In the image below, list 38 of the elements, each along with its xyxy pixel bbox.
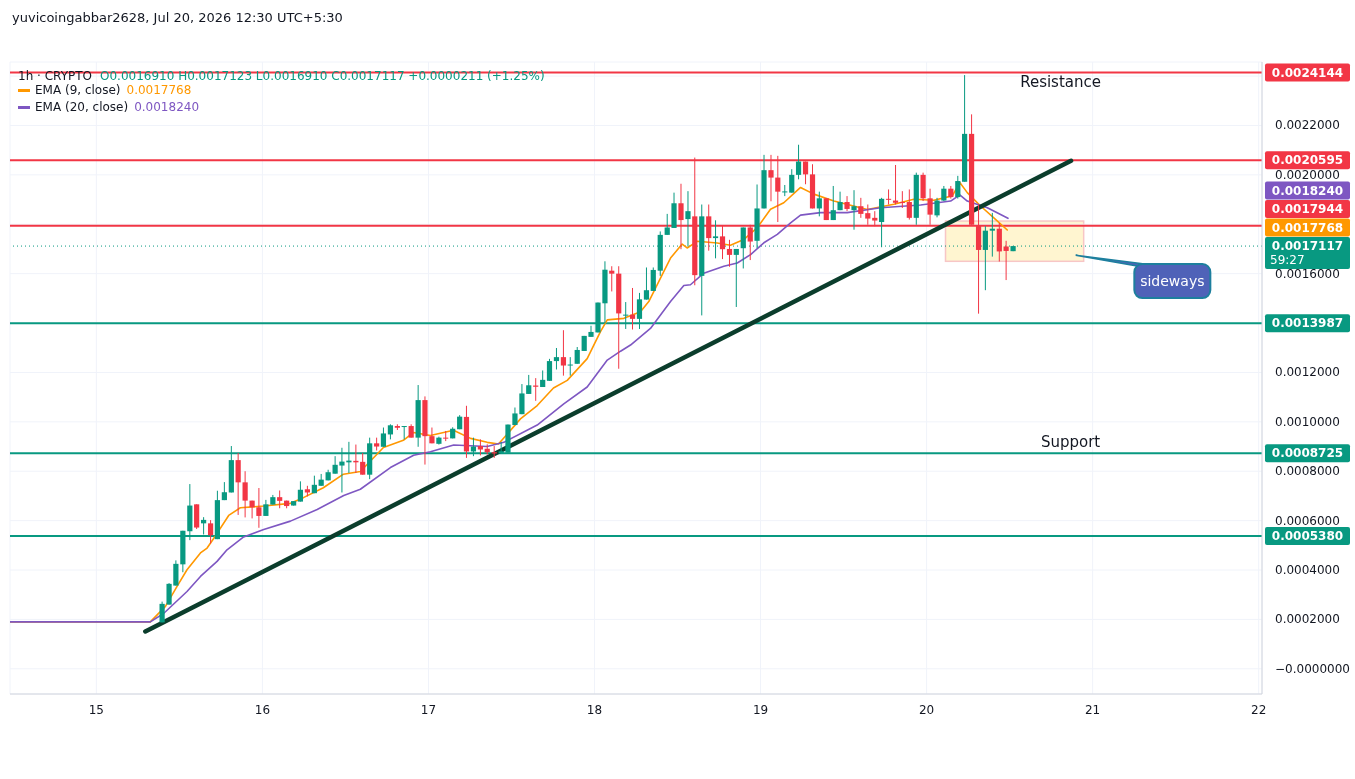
y-tick-label: 0.0002000: [1275, 612, 1340, 627]
y-tick-label: 0.0016000: [1275, 266, 1340, 281]
legend-label: EMA (9, close): [35, 82, 121, 99]
ref-line-label: 0.0008725: [1271, 446, 1344, 461]
y-tick-label: 0.0020000: [1275, 167, 1340, 182]
annotation: 0.0018240: [134, 99, 200, 116]
annotation: Resistance: [1020, 73, 1102, 92]
x-tick-label: 16: [254, 703, 271, 717]
text: 59:27: [1270, 253, 1305, 268]
y-tick-label: −0.0000000: [1275, 661, 1350, 676]
x-tick-label: 20: [918, 703, 935, 717]
x-tick-label: 15: [88, 703, 104, 717]
ref-line-label: 0.0005380: [1271, 528, 1344, 543]
x-tick-label: 18: [586, 703, 603, 717]
ref-line-label: 0.0017117: [1271, 239, 1344, 254]
text: 0.0018240: [1271, 183, 1344, 198]
y-tick-label: 0.0006000: [1275, 513, 1340, 528]
y-tick-label: 0.0004000: [1275, 563, 1340, 578]
x-tick-label: 17: [420, 703, 437, 717]
ref-line-label: 0.0024144: [1271, 65, 1344, 80]
ref-line-label: 0.0013987: [1271, 316, 1344, 331]
x-tick-label: 21: [1084, 703, 1101, 717]
text: yuvicoingabbar2628, Jul 20, 2026 12:30 UTC+5:30: [12, 10, 343, 25]
y-tick-label: 0.0010000: [1275, 414, 1340, 429]
annotation: Support: [1040, 432, 1101, 451]
y-tick-label: 0.0022000: [1275, 118, 1340, 133]
x-tick-label: 19: [752, 703, 769, 717]
annotation: 0.0017768: [126, 82, 192, 99]
y-tick-label: 0.0012000: [1275, 365, 1340, 380]
text: 0.0017768: [1271, 220, 1344, 235]
text: 1h · CRYPTO: [18, 69, 92, 83]
ref-line-label: 0.0017944: [1271, 202, 1344, 217]
x-tick-label: 22: [1251, 703, 1267, 717]
annotation: sideways: [1140, 273, 1205, 290]
ref-line-label: 0.0020595: [1271, 153, 1344, 168]
y-tick-label: 0.0008000: [1275, 464, 1340, 479]
text: O0.0016910 H0.0017123 L0.0016910 C0.0017117 +0.0000211 (+1.25%): [99, 69, 545, 83]
legend-label: EMA (20, close): [35, 99, 129, 116]
